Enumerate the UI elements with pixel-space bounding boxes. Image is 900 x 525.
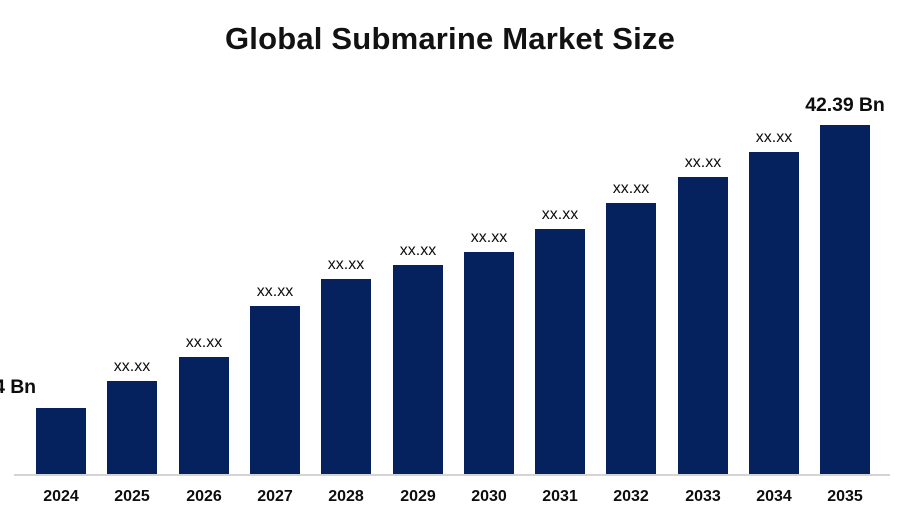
x-axis-baseline: [14, 474, 890, 476]
x-axis-label-2031: 2031: [542, 488, 578, 505]
value-label-2024: 25.34 Bn: [0, 376, 36, 398]
bar-2030[interactable]: [464, 252, 514, 474]
value-label-2033: xx.xx: [684, 154, 722, 171]
bar-2027[interactable]: [250, 306, 300, 474]
bar-2026[interactable]: [179, 357, 229, 474]
bar-2029[interactable]: [393, 265, 443, 474]
value-label-2030: xx.xx: [470, 229, 508, 246]
chart-title: Global Submarine Market Size: [224, 21, 676, 56]
x-axis-label-2024: 2024: [43, 488, 79, 505]
bar-2028[interactable]: [321, 279, 371, 474]
x-axis-label-2028: 2028: [328, 488, 364, 505]
bar-2035[interactable]: [820, 125, 870, 474]
bar-2025[interactable]: [107, 381, 157, 474]
value-label-2029: xx.xx: [399, 242, 437, 259]
x-axis-label-2033: 2033: [685, 488, 721, 505]
x-axis-label-2032: 2032: [613, 488, 649, 505]
x-axis-label-2029: 2029: [400, 488, 436, 505]
x-axis-label-2035: 2035: [827, 488, 863, 505]
value-label-2025: xx.xx: [113, 358, 151, 375]
value-label-2031: xx.xx: [541, 206, 579, 223]
value-label-2032: xx.xx: [612, 180, 650, 197]
bar-2034[interactable]: [749, 152, 799, 474]
x-axis-label-2034: 2034: [756, 488, 792, 505]
bar-2024[interactable]: [36, 408, 86, 474]
x-axis-label-2030: 2030: [471, 488, 507, 505]
value-label-2026: xx.xx: [185, 334, 223, 351]
bar-2033[interactable]: [678, 177, 728, 474]
x-axis-label-2027: 2027: [257, 488, 293, 505]
value-label-2027: xx.xx: [256, 283, 294, 300]
value-label-2035: 42.39 Bn: [805, 94, 885, 116]
x-axis-label-2026: 2026: [186, 488, 222, 505]
x-axis-label-2025: 2025: [114, 488, 150, 505]
bar-2032[interactable]: [606, 203, 656, 474]
bar-2031[interactable]: [535, 229, 585, 474]
value-label-2034: xx.xx: [755, 129, 793, 146]
value-label-2028: xx.xx: [327, 256, 365, 273]
